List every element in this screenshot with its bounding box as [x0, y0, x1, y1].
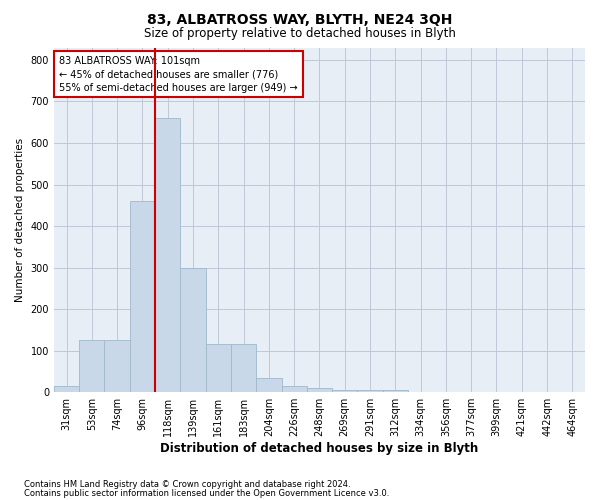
- Y-axis label: Number of detached properties: Number of detached properties: [15, 138, 25, 302]
- Bar: [307, 388, 332, 392]
- X-axis label: Distribution of detached houses by size in Blyth: Distribution of detached houses by size …: [160, 442, 479, 455]
- Text: Contains public sector information licensed under the Open Government Licence v3: Contains public sector information licen…: [24, 488, 389, 498]
- Bar: [155, 118, 181, 392]
- Bar: [383, 390, 408, 392]
- Bar: [281, 386, 307, 392]
- Bar: [332, 390, 358, 392]
- Bar: [54, 386, 79, 392]
- Bar: [231, 344, 256, 392]
- Bar: [358, 390, 383, 392]
- Text: 83, ALBATROSS WAY, BLYTH, NE24 3QH: 83, ALBATROSS WAY, BLYTH, NE24 3QH: [148, 12, 452, 26]
- Text: Size of property relative to detached houses in Blyth: Size of property relative to detached ho…: [144, 28, 456, 40]
- Bar: [181, 268, 206, 392]
- Bar: [130, 201, 155, 392]
- Bar: [256, 378, 281, 392]
- Bar: [206, 344, 231, 392]
- Text: Contains HM Land Registry data © Crown copyright and database right 2024.: Contains HM Land Registry data © Crown c…: [24, 480, 350, 489]
- Bar: [79, 340, 104, 392]
- Bar: [104, 340, 130, 392]
- Text: 83 ALBATROSS WAY: 101sqm
← 45% of detached houses are smaller (776)
55% of semi-: 83 ALBATROSS WAY: 101sqm ← 45% of detach…: [59, 56, 298, 92]
